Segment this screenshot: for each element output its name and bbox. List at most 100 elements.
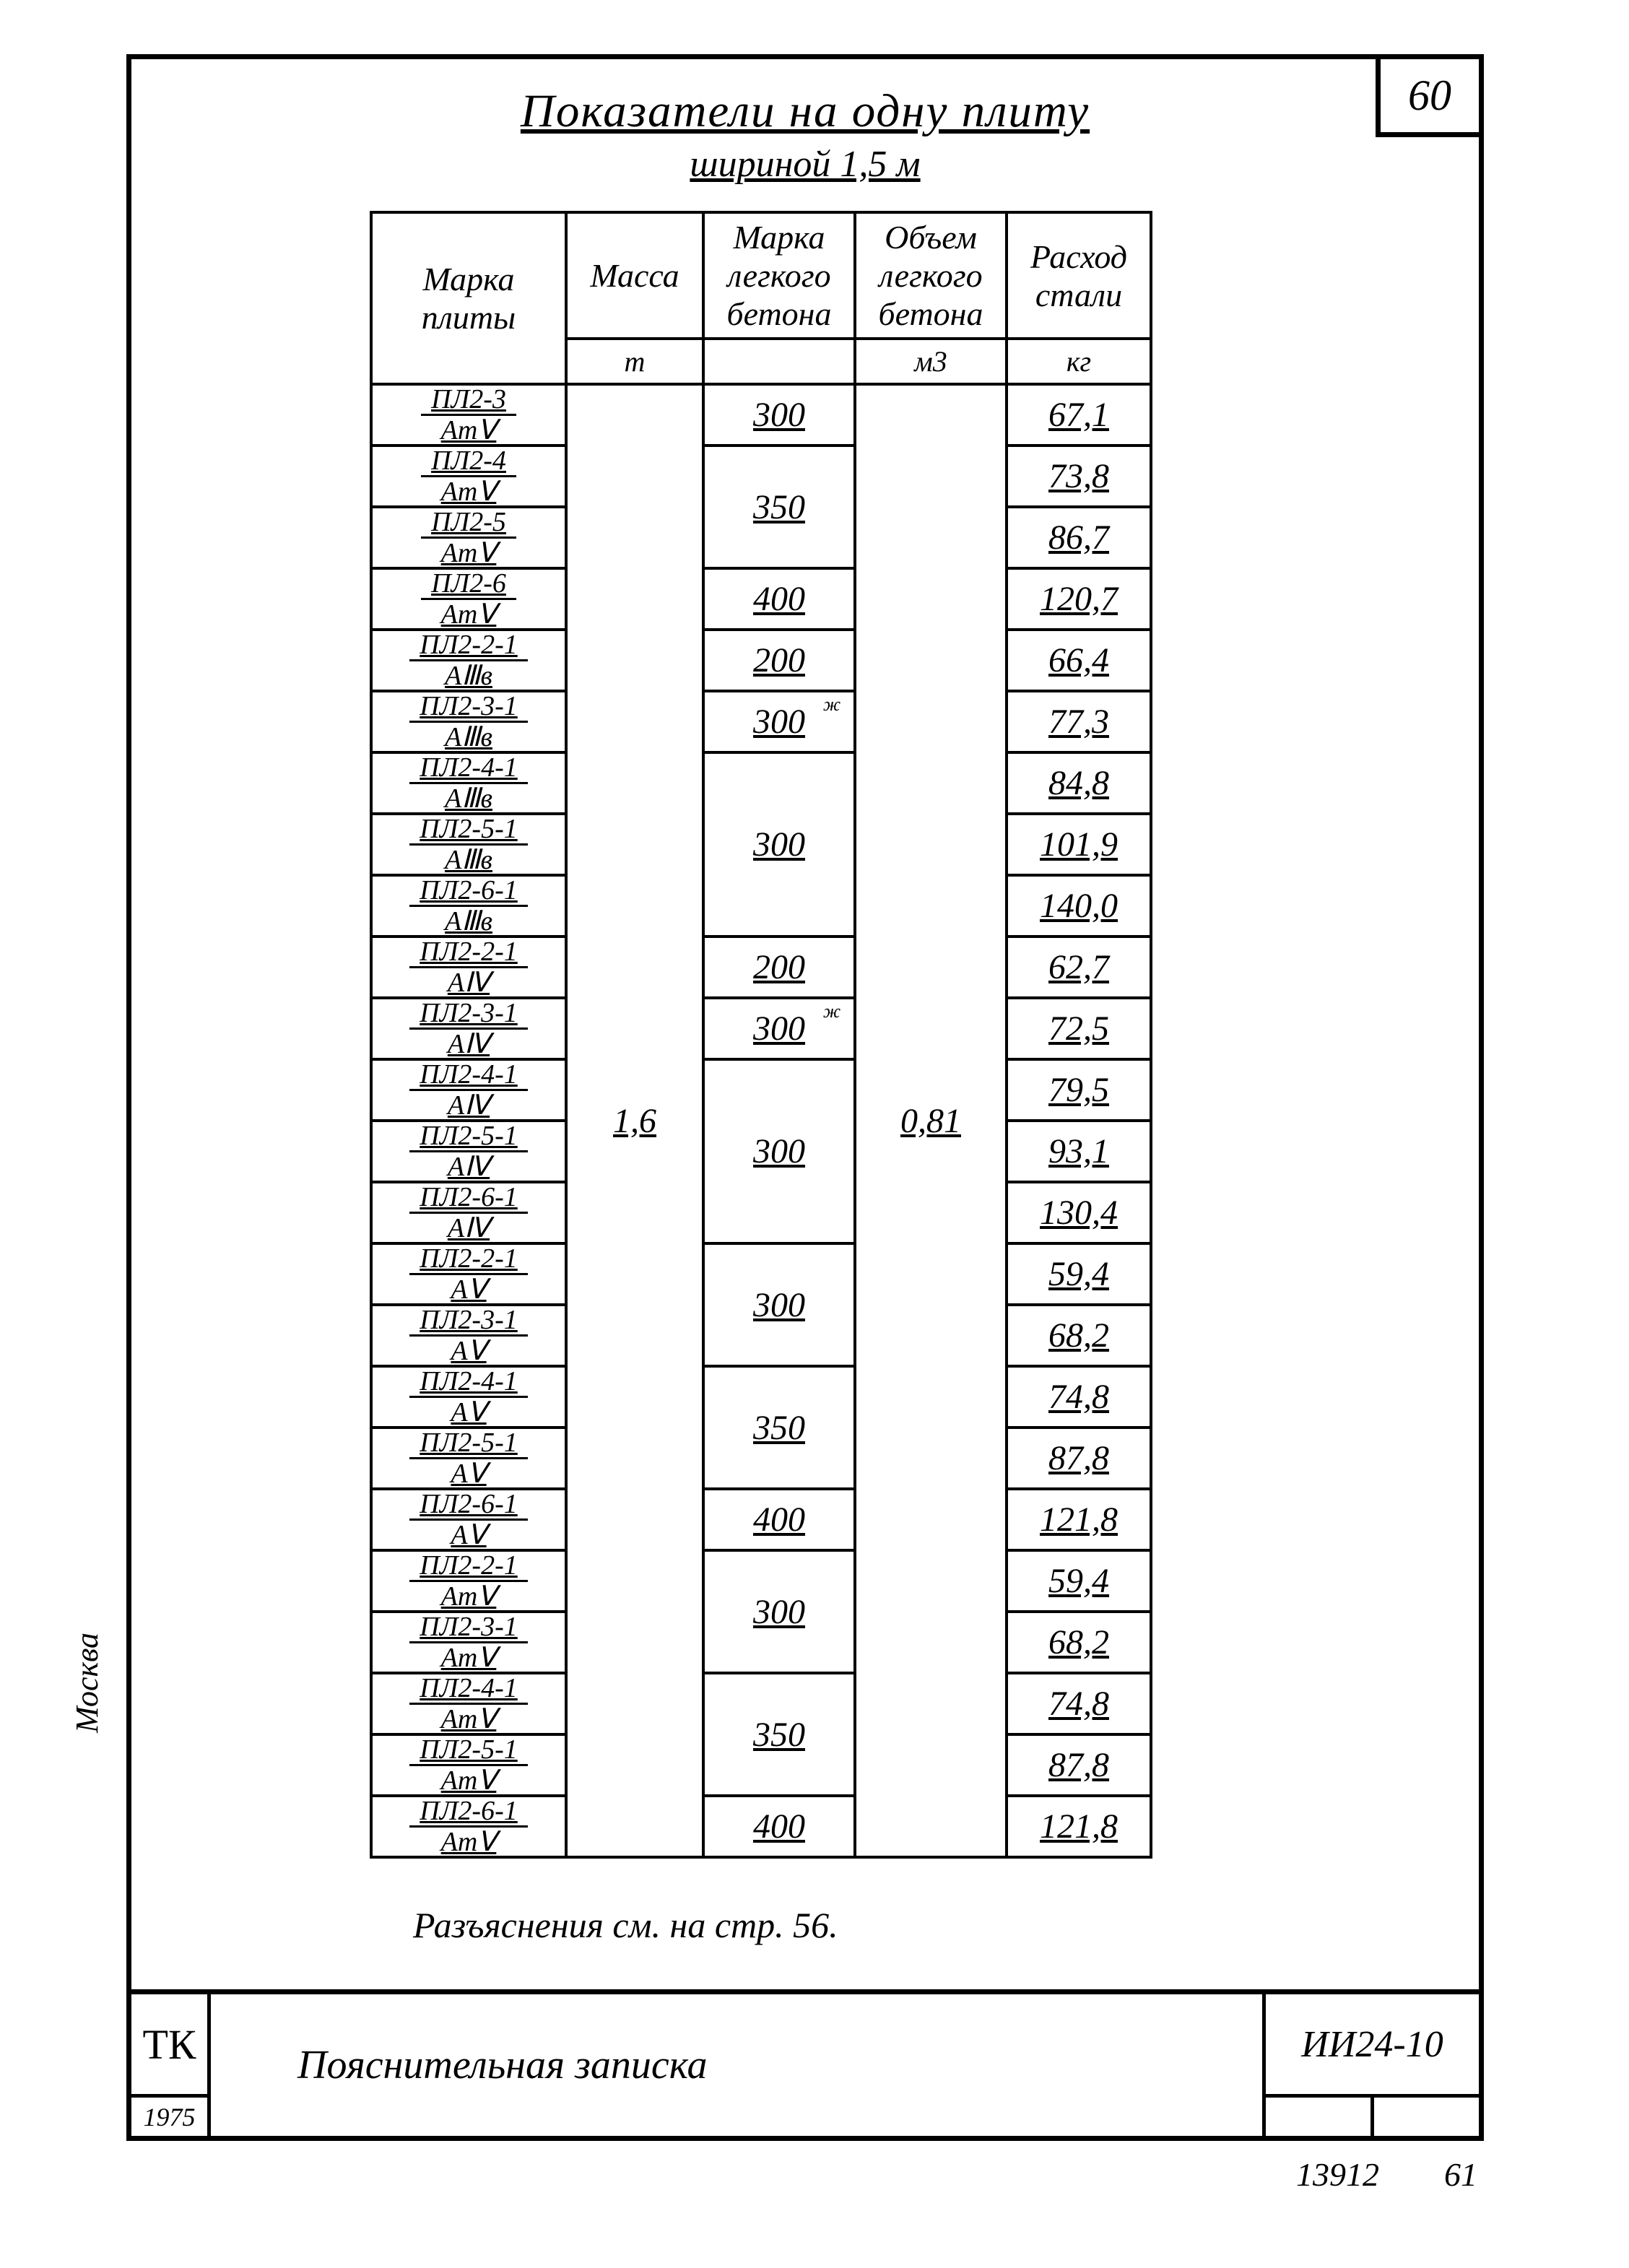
table-row: ПЛ2-3АтⅤ1,63000,8167,1 xyxy=(371,384,1151,446)
cell-marka-betona: 400 xyxy=(703,568,855,630)
cell-marka: ПЛ2-6-1АⅤ xyxy=(371,1489,566,1550)
bottom-numbers: 13912 61 xyxy=(1296,2155,1477,2194)
marka-bot: АⅤ xyxy=(451,1275,486,1303)
marka-top: ПЛ2-2-1 xyxy=(409,1552,528,1582)
marka-top: ПЛ2-6-1 xyxy=(409,1797,528,1828)
cell-marka-betona: 300ж xyxy=(703,998,855,1059)
cell-rashod: 84,8 xyxy=(1007,752,1151,814)
marka-top: ПЛ2-3-1 xyxy=(409,1306,528,1337)
cell-marka-betona: 300 xyxy=(703,1550,855,1673)
cell-rashod: 67,1 xyxy=(1007,384,1151,446)
cell-marka-betona: 300 xyxy=(703,752,855,937)
marka-bot: АⅣ xyxy=(448,1030,490,1058)
marka-bot: АⅣ xyxy=(448,1152,490,1181)
marka-top: ПЛ2-6-1 xyxy=(409,1183,528,1214)
cell-marka-betona: 350 xyxy=(703,1673,855,1796)
tb-tk: ТК xyxy=(131,1994,207,2094)
cell-marka: ПЛ2-5-1АⅢв xyxy=(371,814,566,875)
marka-bot: АтⅤ xyxy=(441,416,497,444)
marka-top: ПЛ2-4-1 xyxy=(409,1674,528,1705)
col-header-massa: Масса xyxy=(566,212,703,339)
marka-bot: АтⅤ xyxy=(441,1766,497,1794)
tb-right: ИИ24-10 xyxy=(1262,1994,1479,2136)
data-table: Марка плиты Масса Марка легкого бетона О… xyxy=(370,211,1152,1859)
cell-marka-betona: 350 xyxy=(703,446,855,568)
cell-massa: 1,6 xyxy=(566,384,703,1857)
cell-marka: ПЛ2-3-1АтⅤ xyxy=(371,1612,566,1673)
marka-top: ПЛ2-3-1 xyxy=(409,692,528,723)
bottom-n1: 13912 xyxy=(1296,2155,1379,2194)
cell-rashod: 59,4 xyxy=(1007,1243,1151,1305)
table-row: ПЛ2-6АтⅤ400120,7 xyxy=(371,568,1151,630)
marka-bot: АⅤ xyxy=(451,1337,486,1365)
marka-top: ПЛ2-2-1 xyxy=(409,938,528,968)
marka-top: ПЛ2-5-1 xyxy=(409,1122,528,1152)
cell-marka: ПЛ2-2-1АⅢв xyxy=(371,630,566,691)
marka-top: ПЛ2-3-1 xyxy=(409,999,528,1030)
cell-rashod: 86,7 xyxy=(1007,507,1151,568)
cell-marka: ПЛ2-6-1АⅢв xyxy=(371,875,566,937)
col-header-marka: Марка плиты xyxy=(371,212,566,384)
cell-marka: ПЛ2-4-1АтⅤ xyxy=(371,1673,566,1734)
unit-obem: м3 xyxy=(855,339,1007,384)
table-row: ПЛ2-2-1АⅢв 200 66,4 xyxy=(371,630,1151,691)
cell-marka-betona: 300 xyxy=(703,1243,855,1366)
table-row: ПЛ2-6-1АтⅤ400121,8 xyxy=(371,1796,1151,1857)
cell-marka: ПЛ2-4-1АⅢв xyxy=(371,752,566,814)
side-text-moscow: Москва xyxy=(69,1633,105,1733)
col-header-obem: Объем легкого бетона xyxy=(855,212,1007,339)
marka-top: ПЛ2-3-1 xyxy=(409,1613,528,1643)
cell-marka: ПЛ2-4-1АⅣ xyxy=(371,1059,566,1121)
cell-marka-betona: 300 xyxy=(703,1059,855,1243)
title-main: Показатели на одну плиту xyxy=(131,84,1479,139)
cell-rashod: 79,5 xyxy=(1007,1059,1151,1121)
cell-rashod: 87,8 xyxy=(1007,1734,1151,1796)
marka-top: ПЛ2-6-1 xyxy=(409,877,528,907)
marka-top: ПЛ2-5-1 xyxy=(409,815,528,846)
cell-marka: ПЛ2-6-1АтⅤ xyxy=(371,1796,566,1857)
cell-rashod: 68,2 xyxy=(1007,1305,1151,1366)
cell-marka: ПЛ2-2-1АⅤ xyxy=(371,1243,566,1305)
tb-left: ТК 1975 xyxy=(131,1994,211,2136)
cell-marka-betona: 400 xyxy=(703,1796,855,1857)
cell-marka-betona: 400 xyxy=(703,1489,855,1550)
marka-bot: АⅣ xyxy=(448,1214,490,1242)
cell-rashod: 66,4 xyxy=(1007,630,1151,691)
marka-top: ПЛ2-6-1 xyxy=(409,1490,528,1521)
cell-rashod: 93,1 xyxy=(1007,1121,1151,1182)
col-header-rash: Расход стали xyxy=(1007,212,1151,339)
marka-bot: АⅢв xyxy=(445,907,492,935)
cell-rashod: 59,4 xyxy=(1007,1550,1151,1612)
drawing-frame: 60 Показатели на одну плиту шириной 1,5 … xyxy=(126,54,1484,2141)
page: Москва 60 Показатели на одну плиту ширин… xyxy=(0,0,1629,2268)
table-row: ПЛ2-4-1АтⅤ35074,8 xyxy=(371,1673,1151,1734)
marka-top: ПЛ2-4 xyxy=(421,447,516,477)
marka-top: ПЛ2-5 xyxy=(421,508,516,539)
marka-bot: АтⅤ xyxy=(441,1828,497,1856)
marka-top: ПЛ2-2-1 xyxy=(409,631,528,661)
cell-rashod: 121,8 xyxy=(1007,1489,1151,1550)
tb-right-cells xyxy=(1266,2094,1479,2136)
cell-rashod: 101,9 xyxy=(1007,814,1151,875)
cell-marka-betona: 200 xyxy=(703,937,855,998)
cell-rashod: 77,3 xyxy=(1007,691,1151,752)
marka-bot: АⅤ xyxy=(451,1521,486,1549)
marka-top: ПЛ2-4-1 xyxy=(409,1368,528,1398)
cell-marka: ПЛ2-5-1АтⅤ xyxy=(371,1734,566,1796)
cell-marka-betona: 200 xyxy=(703,630,855,691)
table-row: ПЛ2-3-1АⅣ300ж72,5 xyxy=(371,998,1151,1059)
cell-marka-betona: 300ж xyxy=(703,691,855,752)
marka-bot: АⅢв xyxy=(445,661,492,690)
cell-marka: ПЛ2-6АтⅤ xyxy=(371,568,566,630)
marka-top: ПЛ2-2-1 xyxy=(409,1245,528,1275)
marka-bot: АтⅤ xyxy=(441,1643,497,1672)
cell-rashod: 140,0 xyxy=(1007,875,1151,937)
marka-bot: АтⅤ xyxy=(441,539,497,567)
marka-bot: АⅢв xyxy=(445,846,492,874)
marka-top: ПЛ2-5-1 xyxy=(409,1429,528,1459)
table-row: ПЛ2-4-1АⅢв30084,8 xyxy=(371,752,1151,814)
cell-marka: ПЛ2-5АтⅤ xyxy=(371,507,566,568)
marka-top: ПЛ2-5-1 xyxy=(409,1736,528,1766)
title-block-bottom: ТК 1975 Пояснительная записка ИИ24-10 xyxy=(126,1989,1484,2141)
cell-marka: ПЛ2-3-1АⅢв xyxy=(371,691,566,752)
